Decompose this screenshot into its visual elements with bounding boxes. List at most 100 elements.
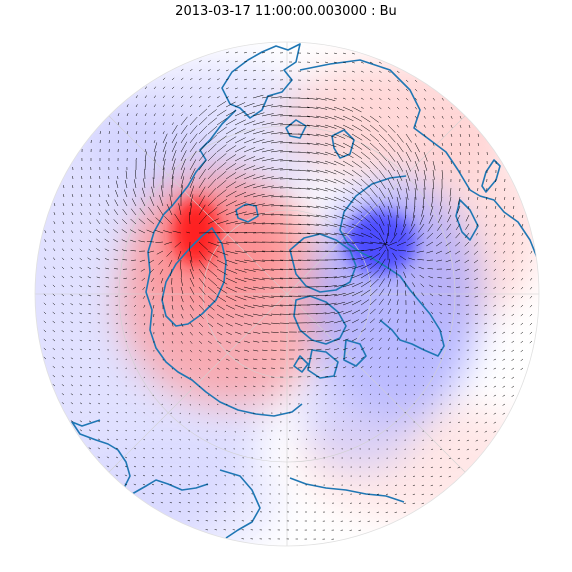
wind-vector [502,277,506,281]
wind-vector [62,230,65,234]
wind-vector [403,214,407,227]
wind-vector [324,88,328,91]
wind-vector [234,78,238,81]
wind-vector [396,279,398,288]
wind-vector [88,230,92,234]
wind-vector [152,457,155,459]
wind-vector [216,367,220,370]
wind-vector [387,97,391,101]
wind-vector [252,250,266,253]
wind-vector [198,268,207,279]
wind-vector [130,239,137,243]
wind-vector [306,322,317,324]
wind-vector [124,304,128,307]
wind-vector [333,320,343,324]
wind-vector [397,249,407,252]
wind-vector [243,367,248,370]
wind-vector [205,511,209,513]
wind-vector [252,112,265,117]
wind-vector [324,330,333,333]
wind-vector [503,250,506,254]
wind-vector [61,393,65,396]
wind-vector [421,301,425,306]
wind-vector [445,250,452,255]
wind-vector [198,125,208,135]
wind-vector [315,312,327,315]
wind-vector [207,60,211,63]
wind-vector [188,412,191,415]
wind-vector [378,196,386,208]
wind-vector [88,402,92,405]
wind-vector [189,313,194,319]
wind-vector [378,106,382,110]
wind-vector [376,502,380,504]
wind-vector [414,124,417,128]
wind-vector [106,429,110,432]
wind-vector [441,106,444,110]
wind-vector [225,60,229,63]
wind-vector [342,52,346,55]
wind-vector [342,151,354,159]
wind-vector [225,154,237,162]
wind-vector [125,412,128,414]
wind-vector [153,95,157,99]
wind-vector [493,250,497,254]
wind-vector [169,493,173,495]
wind-vector [423,178,426,190]
wind-vector [502,349,506,352]
wind-vector [189,211,191,225]
wind-vector [324,151,337,157]
wind-vector [315,277,329,279]
wind-vector [105,277,110,279]
wind-vector [413,300,416,306]
wind-vector [422,457,425,459]
wind-vector [207,218,219,225]
wind-vector [113,209,119,216]
wind-vector [214,520,218,522]
wind-vector [161,286,164,293]
wind-vector [297,241,311,244]
wind-vector [448,466,452,469]
wind-vector [234,137,246,144]
wind-vector [315,169,328,174]
wind-vector [43,347,47,351]
wind-vector [416,250,425,253]
wind-vector [198,69,202,72]
wind-vector [261,167,274,171]
wind-vector [414,106,418,110]
wind-vector [107,420,110,423]
wind-vector [396,124,400,128]
wind-vector [252,367,257,370]
wind-vector [179,259,182,270]
wind-vector [160,492,164,495]
wind-vector [252,52,256,54]
wind-vector [216,109,227,117]
wind-vector [288,259,302,261]
wind-vector [351,70,355,73]
wind-vector [261,295,274,298]
wind-vector [477,133,480,137]
wind-vector [387,384,389,387]
wind-vector [171,158,176,171]
wind-vector [342,291,355,297]
wind-vector [98,385,101,387]
wind-vector [134,349,137,352]
wind-vector [189,142,198,153]
wind-vector [116,438,119,441]
wind-vector [378,241,388,252]
wind-vector [351,328,358,333]
wind-vector [458,403,461,405]
wind-vector [297,214,310,217]
wind-vector [88,294,92,297]
wind-vector [207,187,217,198]
wind-vector [306,160,319,164]
wind-vector [431,385,434,387]
wind-vector [243,394,246,396]
wind-vector [279,241,293,243]
wind-vector [150,268,155,273]
wind-vector [351,52,355,55]
wind-vector [351,338,358,342]
wind-vector [306,97,318,100]
wind-vector [306,232,319,235]
wind-vector [440,430,443,432]
